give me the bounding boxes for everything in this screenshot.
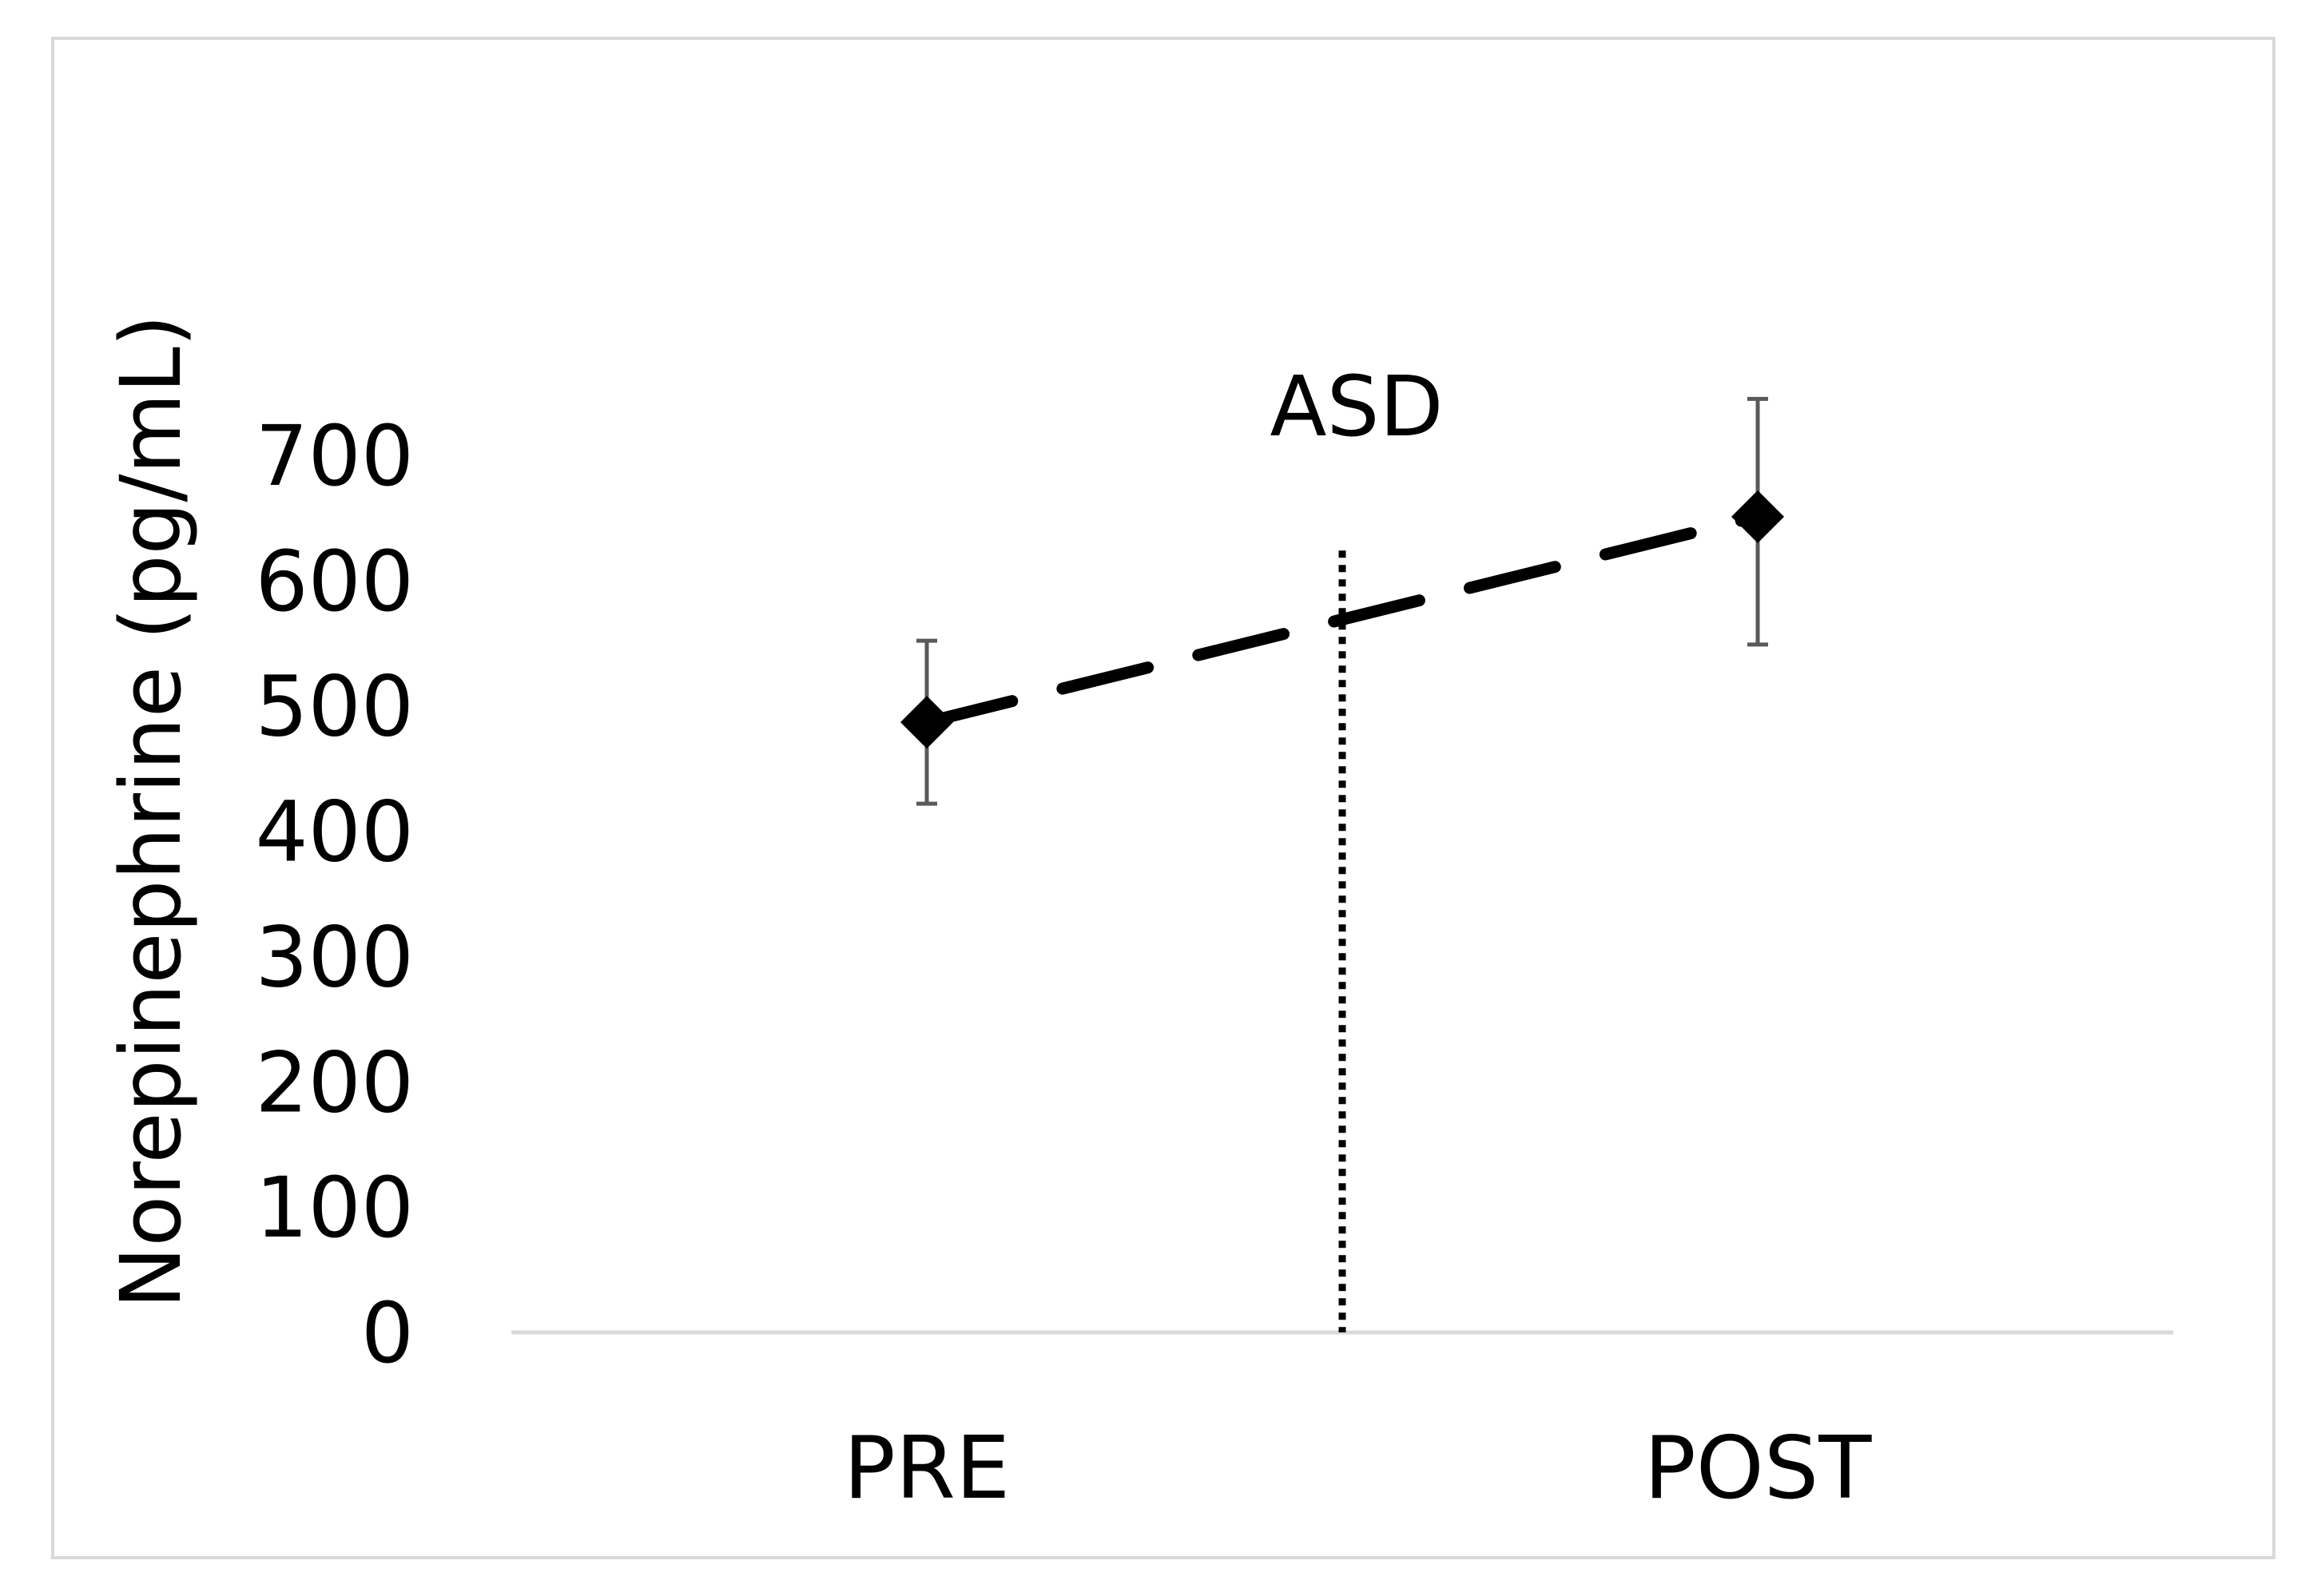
y-axis-ticks: 0 100 200 300 400 500 600 700 bbox=[255, 407, 414, 1382]
data-point-marker bbox=[1731, 490, 1784, 543]
y-tick-label: 200 bbox=[255, 1034, 414, 1131]
y-tick-label: 600 bbox=[255, 533, 414, 630]
x-category-label: POST bbox=[1644, 1419, 1873, 1519]
y-tick-label: 500 bbox=[255, 658, 414, 756]
y-tick-label: 700 bbox=[255, 407, 414, 505]
x-category-label: PRE bbox=[844, 1419, 1010, 1519]
y-tick-label: 100 bbox=[255, 1159, 414, 1257]
data-point-marker bbox=[900, 696, 953, 749]
chart-frame bbox=[51, 37, 2275, 1559]
y-tick-label: 400 bbox=[255, 784, 414, 881]
series-markers bbox=[900, 490, 1784, 749]
x-axis-categories: PRE POST bbox=[844, 1419, 1873, 1519]
y-tick-label: 300 bbox=[255, 908, 414, 1006]
y-tick-label: 0 bbox=[361, 1284, 414, 1382]
series-line bbox=[920, 510, 1764, 729]
y-axis-label: Norepinephrine (pg/mL) bbox=[102, 315, 200, 1309]
asd-annotation: ASD bbox=[1270, 358, 1443, 455]
